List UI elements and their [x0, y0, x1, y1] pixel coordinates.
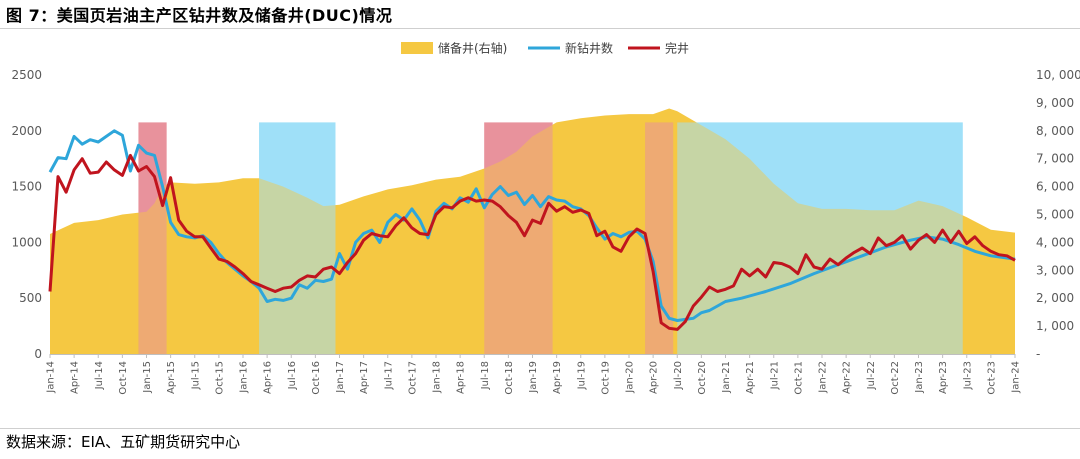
highlight-period-3 — [484, 122, 553, 355]
completed-wells-line — [48, 153, 1016, 331]
x-tick-label: Jul-17 — [383, 361, 394, 390]
x-tick-label: Oct-18 — [504, 361, 515, 395]
x-tick-label: Jul-20 — [673, 361, 684, 390]
x-tick-label: Jul-14 — [94, 361, 105, 390]
x-tick-label: Jan-19 — [528, 361, 539, 394]
y-right-tick-label: - — [1036, 347, 1040, 361]
y-left-tick-label: 1500 — [11, 180, 42, 194]
x-tick-label: Oct-23 — [986, 361, 997, 395]
chart-legend: 储备井(右轴) 新钻井数 完井 — [401, 41, 689, 56]
y-left-tick-label: 500 — [19, 291, 42, 305]
x-tick-label: Jul-21 — [769, 361, 780, 390]
y-left-tick-label: 2500 — [11, 68, 42, 82]
y-left-tick-label: 2000 — [11, 124, 42, 138]
x-tick-label: Apr-16 — [263, 361, 274, 394]
x-tick-label: Jan-16 — [239, 361, 250, 394]
x-tick-label: Jul-18 — [480, 361, 491, 390]
y-right-tick-label: 8, 000 — [1036, 124, 1074, 138]
x-tick-label: Apr-19 — [552, 361, 563, 394]
x-tick-label: Jan-22 — [818, 361, 829, 394]
x-tick-label: Apr-21 — [745, 361, 756, 394]
x-tick-label: Jul-23 — [962, 361, 973, 390]
x-tick-label: Jan-21 — [721, 361, 732, 394]
x-tick-label: Jan-14 — [46, 361, 57, 394]
y-right-tick-label: 10, 000 — [1036, 68, 1080, 82]
x-tick-label: Jul-15 — [190, 361, 201, 390]
legend-new-wells-label: 新钻井数 — [565, 41, 613, 56]
highlight-overlays — [138, 122, 963, 355]
x-tick-label: Oct-17 — [407, 361, 418, 395]
x-tick-label: Apr-18 — [456, 361, 467, 394]
x-tick-label: Apr-22 — [842, 361, 853, 394]
y-right-tick-label: 2, 000 — [1036, 291, 1074, 305]
y-right-tick-label: 3, 000 — [1036, 263, 1074, 277]
x-tick-label: Oct-19 — [600, 361, 611, 395]
y-left-tick-label: 1000 — [11, 235, 42, 249]
axes-layer: 0 500 1000 1500 2000 2500 - 1, 000 2, 000 3, 000 4… — [11, 68, 1080, 395]
source-note: 数据来源：EIA、五矿期货研究中心 — [6, 433, 241, 451]
x-tick-label: Jan-24 — [1011, 361, 1022, 394]
x-tick-label: Oct-20 — [697, 361, 708, 395]
x-tick-label: Jan-17 — [335, 361, 346, 394]
x-tick-label: Jan-23 — [914, 361, 925, 394]
x-tick-label: Jul-19 — [576, 361, 587, 390]
x-tick-label: Jan-18 — [432, 361, 443, 394]
y-right-tick-label: 7, 000 — [1036, 152, 1074, 166]
x-tick-label: Oct-15 — [214, 361, 225, 395]
y-right-tick-label: 5, 000 — [1036, 208, 1074, 222]
x-tick-label: Apr-15 — [166, 361, 177, 394]
lines-layer — [48, 129, 1016, 331]
source-divider — [0, 428, 1080, 429]
highlight-period-2 — [259, 122, 336, 355]
figure-title: 图 7：美国页岩油主产区钻井数及储备井(DUC)情况 — [6, 6, 393, 25]
y-right-tick-label: 4, 000 — [1036, 235, 1074, 249]
duc-chart: 0 500 1000 1500 2000 2500 - 1, 000 2, 000 3, 000 4… — [11, 41, 1080, 395]
x-tick-label: Oct-22 — [890, 361, 901, 395]
y-right-tick-label: 6, 000 — [1036, 180, 1074, 194]
x-tick-label: Jan-20 — [625, 361, 636, 394]
y-right-tick-label: 9, 000 — [1036, 96, 1074, 110]
x-tick-label: Apr-20 — [649, 361, 660, 394]
x-tick-label: Jan-15 — [142, 361, 153, 394]
y-left-tick-label: 0 — [34, 347, 42, 361]
title-divider — [0, 28, 1080, 29]
legend-duc-label: 储备井(右轴) — [438, 41, 507, 56]
highlight-period-1 — [138, 122, 167, 355]
x-tick-label: Apr-14 — [70, 361, 81, 394]
y-right-tick-label: 1, 000 — [1036, 319, 1074, 333]
legend-duc-swatch — [401, 42, 433, 54]
x-tick-label: Jul-16 — [287, 361, 298, 390]
x-tick-label: Oct-14 — [118, 361, 129, 395]
x-tick-label: Oct-16 — [311, 361, 322, 395]
x-tick-label: Oct-21 — [793, 361, 804, 395]
x-tick-label: Apr-17 — [359, 361, 370, 394]
x-tick-label: Apr-23 — [938, 361, 949, 394]
legend-completed-label: 完井 — [665, 41, 689, 56]
x-tick-label: Jul-22 — [866, 361, 877, 390]
